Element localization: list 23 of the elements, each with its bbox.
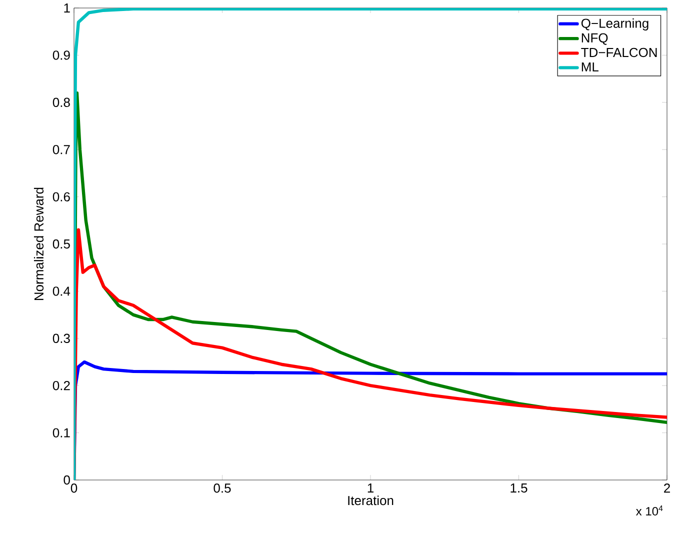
y-axis-title: Normalized Reward <box>34 188 44 300</box>
x-tick-label: 0.5 <box>214 484 231 493</box>
x-axis-title: Iteration <box>348 496 394 506</box>
y-tick-label: 0.4 <box>52 286 70 296</box>
y-tick-label: 0.7 <box>52 144 70 154</box>
legend-label: ML <box>582 62 598 72</box>
x-tick-label: 1 <box>368 484 374 492</box>
legend-label: TD−FALCON <box>581 48 657 58</box>
y-tick-label: 0.2 <box>52 380 70 390</box>
x-tick-label: 1.5 <box>510 484 528 493</box>
y-tick-label: 0.5 <box>52 239 70 249</box>
y-tick-label: 0.8 <box>52 98 70 107</box>
x-tick-label: 0 <box>70 484 78 493</box>
y-tick-label: 1 <box>64 4 70 12</box>
x-tick-label: 2 <box>664 484 670 493</box>
y-tick-label: 0.1 <box>52 428 70 438</box>
legend-label: Q−Learning <box>581 18 648 30</box>
y-tick-label: 0.3 <box>52 334 70 343</box>
y-tick-label: 0.6 <box>52 192 70 202</box>
y-tick-label: 0 <box>64 475 70 485</box>
text: x 10$^{4}$ <box>636 506 663 516</box>
legend-label: NFQ <box>582 33 608 45</box>
y-tick-label: 0.9 <box>52 50 70 60</box>
